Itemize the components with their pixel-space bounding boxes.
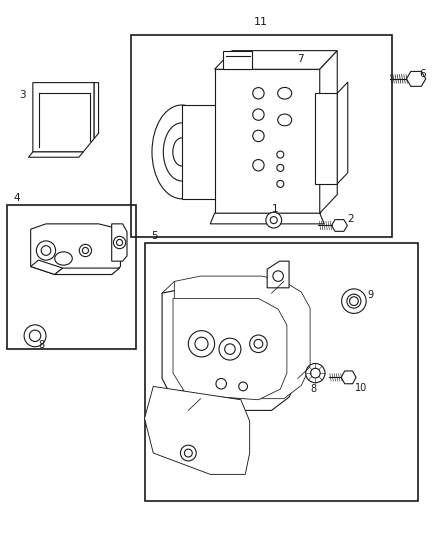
Polygon shape: [406, 71, 426, 86]
Text: 2: 2: [347, 214, 354, 223]
Circle shape: [188, 330, 215, 357]
Circle shape: [277, 164, 284, 172]
Circle shape: [36, 241, 56, 260]
Circle shape: [342, 289, 366, 313]
Circle shape: [253, 159, 264, 171]
Text: 10: 10: [355, 383, 367, 393]
Polygon shape: [31, 260, 63, 274]
Circle shape: [306, 364, 325, 383]
Polygon shape: [31, 224, 120, 274]
Circle shape: [277, 180, 284, 188]
Circle shape: [216, 378, 226, 389]
Ellipse shape: [173, 138, 191, 166]
Ellipse shape: [55, 252, 72, 265]
Circle shape: [277, 151, 284, 158]
Circle shape: [195, 337, 208, 350]
Polygon shape: [182, 105, 237, 199]
Polygon shape: [215, 51, 337, 69]
Text: 8: 8: [39, 341, 45, 350]
Text: 8: 8: [310, 384, 316, 394]
Polygon shape: [145, 386, 250, 474]
Ellipse shape: [163, 123, 200, 181]
Text: 6: 6: [419, 69, 426, 78]
Circle shape: [253, 109, 264, 120]
Circle shape: [117, 239, 123, 246]
Circle shape: [250, 335, 267, 352]
Circle shape: [24, 325, 46, 347]
Circle shape: [254, 340, 263, 348]
Bar: [7, 205, 136, 349]
Circle shape: [29, 330, 41, 342]
Circle shape: [113, 236, 126, 249]
Polygon shape: [94, 83, 99, 139]
Polygon shape: [341, 371, 356, 384]
Circle shape: [225, 344, 235, 354]
Circle shape: [79, 244, 92, 257]
Polygon shape: [55, 268, 120, 274]
Text: 3: 3: [19, 90, 26, 100]
Polygon shape: [162, 288, 298, 410]
Polygon shape: [173, 298, 287, 400]
Circle shape: [253, 87, 264, 99]
Ellipse shape: [152, 105, 212, 199]
Polygon shape: [173, 388, 201, 410]
Polygon shape: [112, 224, 127, 261]
Circle shape: [273, 271, 283, 281]
Circle shape: [347, 294, 361, 308]
Bar: [131, 35, 392, 237]
Circle shape: [311, 368, 320, 378]
Ellipse shape: [229, 105, 244, 199]
Polygon shape: [210, 213, 324, 224]
Circle shape: [219, 338, 241, 360]
Text: 9: 9: [367, 290, 373, 300]
Polygon shape: [223, 51, 252, 69]
Ellipse shape: [278, 114, 292, 126]
Circle shape: [270, 216, 277, 224]
Polygon shape: [315, 93, 337, 184]
Polygon shape: [337, 82, 348, 184]
Circle shape: [239, 382, 247, 391]
Circle shape: [82, 247, 88, 254]
Circle shape: [180, 445, 196, 461]
Bar: [145, 243, 418, 501]
Polygon shape: [174, 276, 310, 399]
Circle shape: [350, 297, 358, 305]
Polygon shape: [28, 152, 83, 157]
Text: 4: 4: [13, 193, 20, 203]
Circle shape: [253, 130, 264, 142]
Circle shape: [266, 212, 282, 228]
Text: 7: 7: [297, 54, 304, 63]
Polygon shape: [332, 220, 347, 231]
Circle shape: [41, 246, 51, 255]
Text: 11: 11: [254, 18, 268, 27]
Circle shape: [184, 449, 192, 457]
Text: 5: 5: [151, 231, 158, 240]
Polygon shape: [267, 261, 289, 288]
Polygon shape: [320, 51, 337, 213]
Polygon shape: [33, 83, 94, 152]
Text: 1: 1: [272, 205, 279, 214]
Ellipse shape: [278, 87, 292, 99]
Polygon shape: [215, 69, 320, 213]
